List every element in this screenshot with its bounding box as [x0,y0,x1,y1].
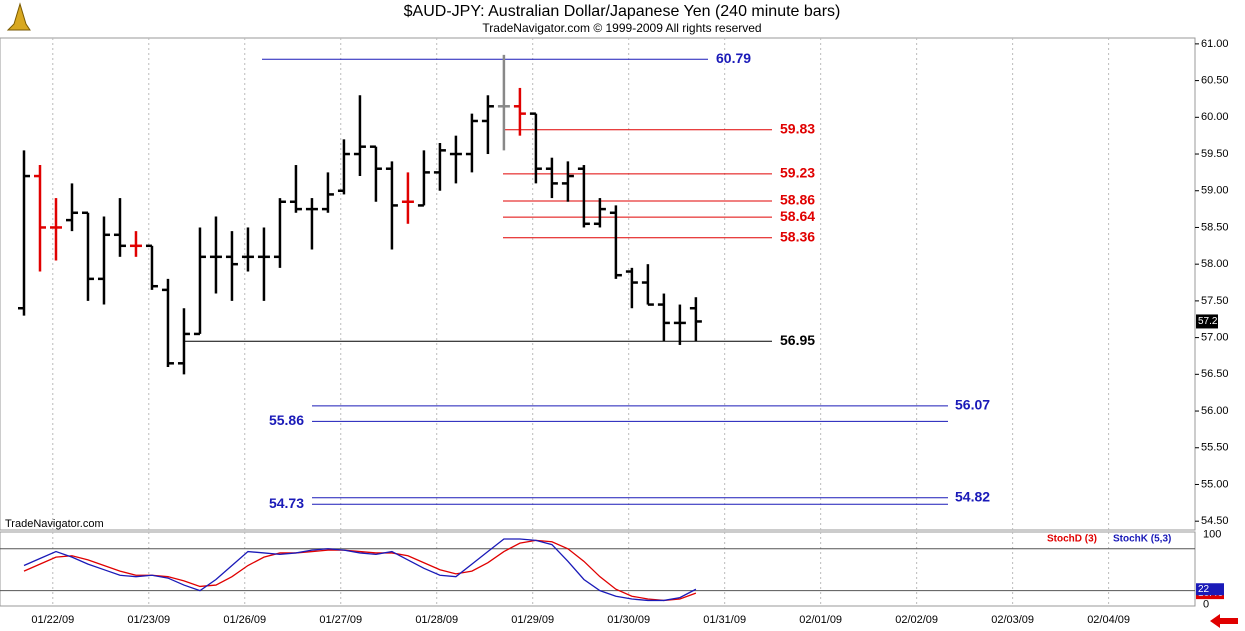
watermark: TradeNavigator.com [5,518,104,530]
stoch-panel [0,531,1196,607]
x-tick-label: 01/23/09 [127,614,170,626]
level-label: 54.73 [269,495,304,511]
level-label: 59.23 [780,165,815,181]
y-tick-label: 61.00 [1201,38,1229,50]
chart-subtitle: TradeNavigator.com © 1999-2009 All right… [482,21,761,35]
level-label: 55.86 [269,412,304,428]
x-tick-label: 01/29/09 [511,614,554,626]
x-tick-label: 01/28/09 [415,614,458,626]
x-tick-label: 01/26/09 [223,614,266,626]
y-tick-label: 56.00 [1201,405,1229,417]
legend-entry: StochD (3) [1047,534,1097,545]
level-label: 54.82 [955,488,990,504]
level-label: 58.36 [780,228,815,244]
y-tick-label: 60.00 [1201,111,1229,123]
x-tick-label: 01/22/09 [31,614,74,626]
y-tick-label: 58.00 [1201,258,1229,270]
y-tick-label: 0 [1203,599,1209,611]
x-tick-label: 01/31/09 [703,614,746,626]
stoch-line [23,538,697,602]
stoch-line [23,539,697,602]
y-tick-label: 57.50 [1201,295,1229,307]
scroll-arrow[interactable] [1210,614,1238,628]
x-tick-label: 02/01/09 [799,614,842,626]
y-tick-label: 56.50 [1201,368,1229,380]
level-label: 58.86 [780,192,815,208]
y-tick-label: 100 [1203,529,1221,541]
x-tick-label: 01/27/09 [319,614,362,626]
y-tick-label: 54.50 [1201,515,1229,527]
logo [6,2,31,31]
level-label: 56.95 [780,332,815,348]
stoch-tag [1196,583,1224,596]
x-tick-label: 01/30/09 [607,614,650,626]
price-panel [0,37,1196,531]
level-label: 60.79 [716,50,751,66]
y-tick-label: 60.50 [1201,74,1229,86]
last-price-tag [1196,314,1218,329]
x-tick-label: 02/02/09 [895,614,938,626]
x-tick-label: 02/04/09 [1087,614,1130,626]
y-tick-label: 59.00 [1201,185,1229,197]
y-tick-label: 57.00 [1201,332,1229,344]
x-tick-label: 02/03/09 [991,614,1034,626]
level-label: 59.83 [780,120,815,136]
level-label: 56.07 [955,397,990,413]
chart-title: $AUD-JPY: Australian Dollar/Japanese Yen… [404,3,841,20]
y-tick-label: 58.50 [1201,221,1229,233]
y-tick-label: 55.50 [1201,442,1229,454]
y-tick-label: 55.00 [1201,478,1229,490]
last-price-label: 57.22 [1198,316,1223,327]
y-tick-label: 59.50 [1201,148,1229,160]
level-label: 58.64 [780,208,815,224]
legend-entry: StochK (5,3) [1113,534,1171,545]
stoch-tag-label: 22 [1198,584,1210,595]
